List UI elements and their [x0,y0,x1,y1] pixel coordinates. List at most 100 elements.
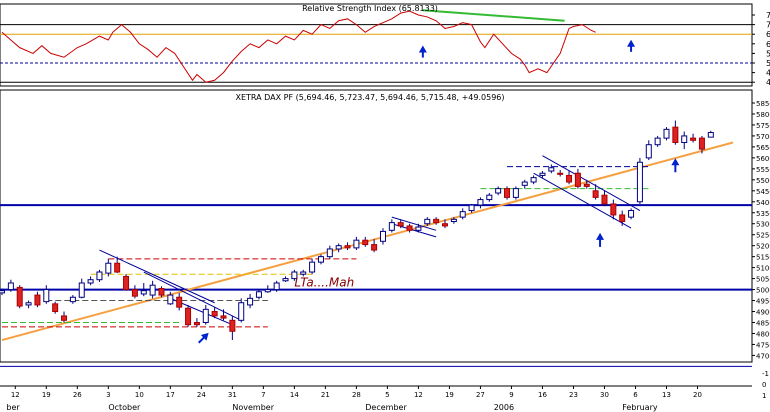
candle-body [450,218,457,223]
candle-body [317,256,324,263]
price-frame [0,89,753,363]
candle-body [663,128,670,139]
candle-body [610,203,617,216]
candle-body [636,161,643,203]
candle-body [16,286,23,307]
candle-body [583,183,590,187]
price-arrow-head [200,332,209,341]
candle-body [25,302,32,306]
date-tick-label: 3 [106,391,110,399]
date-tick-label: 26 [73,391,82,399]
price-y-tick-label: 5350 [756,210,770,218]
date-tick-label: 28 [352,391,361,399]
rsi-arrow [418,45,427,58]
candle-body [424,218,431,225]
candle-body [34,294,41,306]
price-arrow [596,232,605,247]
price-title: XETRA DAX PF (5,694.46, 5,723.47, 5,694.… [235,93,504,102]
rsi-y-tick-label: 40 [766,78,770,87]
candle-body [672,126,679,144]
candle-body [521,181,528,186]
candle-body [273,282,280,291]
candle-body [548,167,555,172]
candle-body [202,308,209,323]
rsi-frame [0,3,753,87]
price-y-tick-label: 5450 [756,188,770,196]
date-tick-label: 19 [42,391,51,399]
date-tick-label: 12 [11,391,20,399]
month-label: 2006 [494,403,514,412]
price-y-tick-label: 5300 [756,221,770,229]
candle-body [61,315,68,321]
month-label: November [232,403,274,412]
date-tick-label: 12 [414,391,423,399]
date-tick-label: 13 [662,391,671,399]
date-tick-label: 20 [693,391,702,399]
date-tick-label: 24 [197,391,206,399]
candle-body [592,190,599,198]
candle-body [504,188,511,198]
indicator-y-tick-label: 1 [762,392,766,400]
candle-body [698,137,705,150]
candle-body [690,137,697,141]
candle-body [131,289,138,297]
candle-body [69,296,76,303]
date-tick-label: 30 [600,391,609,399]
candle-body [309,261,316,273]
candle-body [264,289,271,293]
candle-body [238,302,245,321]
candle-body [0,290,5,294]
candle-body [335,245,342,250]
candle-body [114,262,121,273]
price-y-tick-label: 4850 [756,320,770,328]
price-arrow [198,332,209,344]
candle-body [167,294,174,305]
price-y-tick-label: 5650 [756,144,770,152]
date-tick-label: 23 [569,391,578,399]
price-y-tick-label: 4700 [756,352,770,360]
candle-body [379,230,386,242]
candle-body [468,204,475,212]
candle-body [176,296,183,308]
candle-body [52,303,59,313]
price-y-tick-label: 5600 [756,155,770,163]
price-y-tick-label: 5800 [756,111,770,119]
price-y-tick-label: 5200 [756,243,770,251]
candle-body [96,271,103,281]
candle-body [681,135,688,144]
candle-body [300,271,307,275]
rsi-y-tick-label: 65 [766,30,770,39]
candle-body [566,174,573,183]
candle-body [645,144,652,159]
price-y-tick-label: 5400 [756,199,770,207]
candle-body [371,244,378,251]
candle-body [415,226,422,231]
price-y-tick-label: 5000 [756,287,770,295]
date-tick-label: 14 [290,391,299,399]
candle-body [628,210,635,218]
candle-body [140,290,147,295]
date-tick-label: 16 [538,391,547,399]
price-y-tick-label: 5700 [756,133,770,141]
month-label: December [365,403,407,412]
candle-body [158,287,165,296]
price-panel: 4700475048004850490049505000505051005150… [0,89,770,400]
candle-body [326,248,333,258]
date-tick-label: 21 [321,391,330,399]
price-y-tick-label: 5100 [756,265,770,273]
candle-body [344,245,351,249]
date-axis: 12 19 26 3 10 17 24 31 7 14 21 28 5 12 19 27 9 16 23 30 6 13 2… [0,385,752,412]
candle-body [619,214,626,223]
price-trendline [99,249,215,304]
candle-body [247,297,254,306]
candle-body [388,222,395,231]
rsi-y-tick-label: 75 [766,11,770,20]
candle-body [229,319,236,332]
price-y-tick-label: 4750 [756,341,770,349]
candle-body [149,284,156,296]
date-tick-label: 7 [261,391,265,399]
price-y-tick-label: 5750 [756,122,770,130]
candle-body [433,218,440,224]
